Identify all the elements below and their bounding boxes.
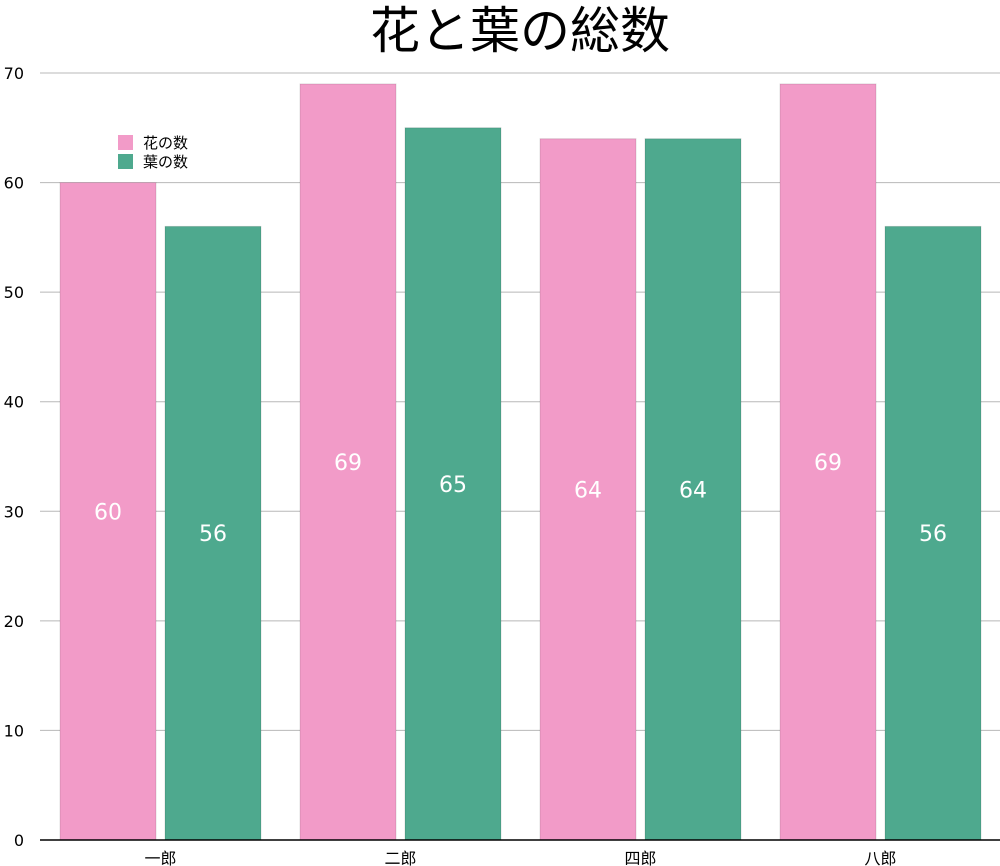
y-tick-label: 50: [4, 283, 24, 302]
data-labels: 60 56 69 65 64 64 69 56: [94, 451, 947, 547]
x-category-label: 二郎: [384, 849, 416, 866]
data-label: 65: [439, 473, 467, 498]
data-label: 69: [814, 451, 842, 476]
legend-swatch-1: [118, 154, 133, 169]
data-label: 56: [919, 522, 947, 547]
x-axis-categories: 一郎 二郎 四郎 八郎: [144, 849, 896, 866]
bar-四郎-花の数: [539, 138, 637, 841]
data-label: 60: [94, 500, 122, 525]
bar-八郎-葉の数: [884, 225, 982, 841]
data-label: 64: [574, 478, 602, 503]
y-axis-ticks: 0 10 20 30 40 50 60 70: [4, 64, 24, 850]
bar-二郎-花の数: [299, 83, 397, 841]
y-tick-label: 70: [4, 64, 24, 83]
legend-label: 葉の数: [143, 153, 188, 171]
y-tick-label: 20: [4, 612, 24, 631]
legend-label: 花の数: [143, 134, 188, 152]
legend-swatch-0: [118, 135, 133, 150]
y-tick-label: 40: [4, 393, 24, 412]
y-tick-label: 60: [4, 174, 24, 193]
data-label: 56: [199, 522, 227, 547]
x-category-label: 八郎: [864, 849, 896, 866]
x-category-label: 四郎: [624, 849, 656, 866]
y-tick-label: 0: [14, 831, 24, 850]
data-label: 69: [334, 451, 362, 476]
bar-八郎-花の数: [779, 83, 877, 841]
chart-title: 花と葉の総数: [370, 2, 670, 60]
bar-四郎-葉の数: [644, 138, 742, 841]
y-tick-label: 30: [4, 502, 24, 521]
data-label: 64: [679, 478, 707, 503]
bar-二郎-葉の数: [404, 127, 502, 841]
y-tick-label: 10: [4, 721, 24, 740]
bars: [59, 83, 982, 841]
x-category-label: 一郎: [144, 849, 176, 866]
bar-一郎-葉の数: [164, 225, 262, 841]
